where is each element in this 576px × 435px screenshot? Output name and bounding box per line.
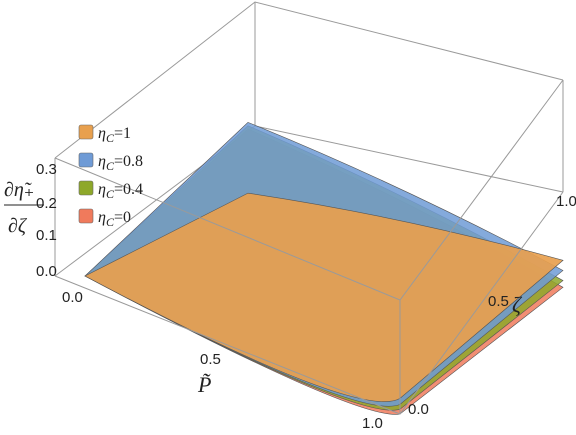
legend-swatch xyxy=(78,152,94,168)
legend-label: ηC=0 xyxy=(98,209,131,229)
legend-swatch xyxy=(78,180,94,196)
surfaces xyxy=(84,121,564,415)
y-tick-2: 1.0 xyxy=(556,193,576,210)
legend-swatch xyxy=(78,208,94,224)
x-axis-label: P̃ xyxy=(197,372,211,397)
y-tick-0: 0.0 xyxy=(408,401,429,418)
svg-text:∂ζ: ∂ζ xyxy=(8,215,28,237)
svg-text:ζ: ζ xyxy=(512,292,523,317)
legend-item: ηC=1 xyxy=(78,124,131,145)
z-tick-1: 0.1 xyxy=(36,227,57,244)
x-tick-1: 0.5 xyxy=(200,351,221,368)
z-tick-3: 0.3 xyxy=(36,161,57,178)
legend-label: ηC=0.4 xyxy=(98,181,143,201)
legend-item: ηC=0.8 xyxy=(78,152,143,173)
legend-swatch xyxy=(78,124,94,140)
legend-label: ηC=1 xyxy=(98,125,131,145)
legend-item: ηC=0.4 xyxy=(78,180,143,201)
svg-text:P̃: P̃ xyxy=(197,372,211,397)
svg-text:∂η̃₊: ∂η̃₊ xyxy=(4,179,34,201)
y-tick-1: 0.5 xyxy=(488,293,509,310)
legend-label: ηC=0.8 xyxy=(98,153,143,173)
axis-ticks: 0.0 0.5 1.0 0.0 0.5 1.0 0.0 0.1 0.2 0.3 xyxy=(36,161,576,432)
y-axis-label: ζ xyxy=(512,292,523,317)
z-axis-label: ∂η̃₊ ∂ζ xyxy=(4,179,44,237)
surface---c-1 xyxy=(84,192,564,402)
legend-item: ηC=0 xyxy=(78,208,131,229)
z-tick-2: 0.2 xyxy=(36,195,57,212)
z-tick-0: 0.0 xyxy=(36,263,57,280)
box-front-edges xyxy=(54,79,564,415)
x-tick-0: 0.0 xyxy=(62,289,83,306)
legend: ηC=1 ηC=0.8 ηC=0.4 ηC=0 xyxy=(78,124,143,229)
x-tick-2: 1.0 xyxy=(362,415,383,432)
